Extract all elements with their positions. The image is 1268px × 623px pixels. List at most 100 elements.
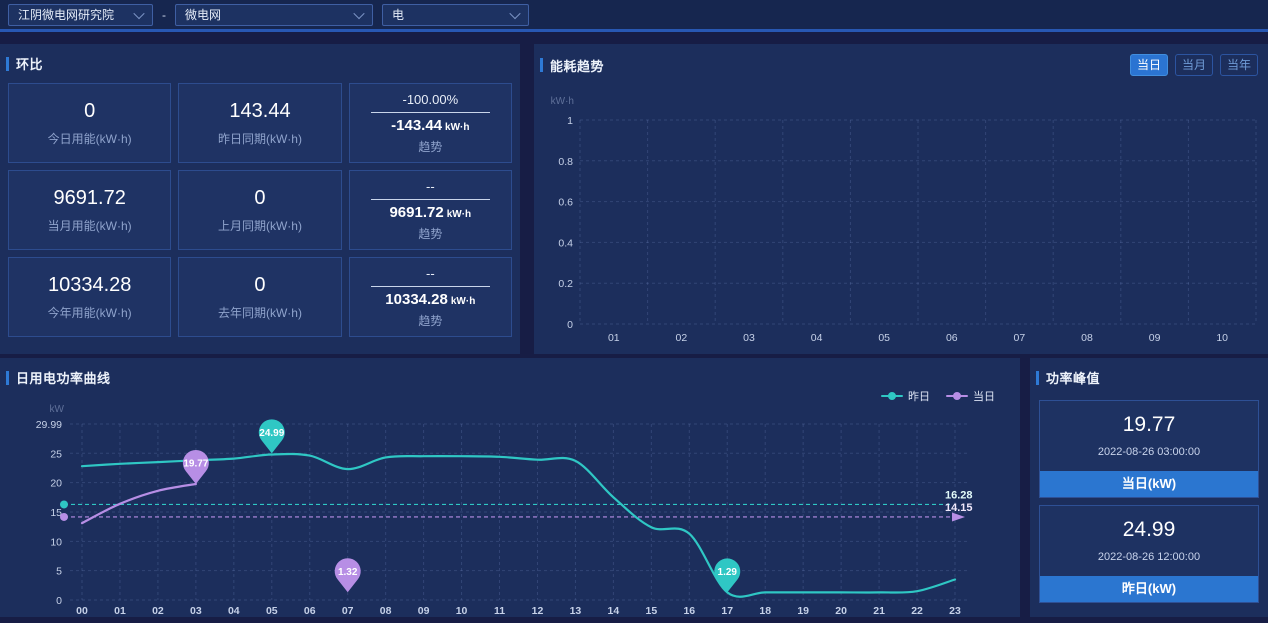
svg-text:12: 12 [532, 605, 544, 617]
trend-percent: -100.00% [402, 91, 459, 107]
svg-text:19.77: 19.77 [183, 458, 208, 469]
divider [370, 111, 490, 113]
peak-timestamp: 2022-08-26 12:00:00 [1097, 551, 1201, 563]
svg-text:5: 5 [56, 566, 62, 578]
stat-label: 去年同期(kW·h) [217, 305, 302, 320]
panel-title-row: 能耗趋势 当日 当月 当年 [534, 44, 1268, 82]
trend-label: 趋势 [418, 313, 443, 328]
peak-value: 24.99 [1122, 518, 1176, 541]
svg-text:16: 16 [683, 605, 695, 617]
peak-card-footer: 当日(kW) [1040, 471, 1258, 497]
svg-text:1.32: 1.32 [338, 567, 358, 578]
svg-text:0.8: 0.8 [558, 156, 573, 168]
svg-text:01: 01 [114, 605, 126, 617]
svg-text:03: 03 [190, 605, 202, 617]
panel-title: 功率峰值 [1046, 371, 1101, 386]
trend-value: -143.44 [391, 116, 443, 134]
legend-line-icon [946, 392, 968, 400]
svg-text:11: 11 [494, 605, 505, 617]
svg-text:09: 09 [418, 605, 430, 617]
peak-card-body: 24.99 2022-08-26 12:00:00 [1040, 506, 1258, 576]
svg-text:kW: kW [50, 404, 65, 415]
svg-text:06: 06 [946, 332, 958, 344]
stat-value: 9691.72 [53, 186, 126, 209]
svg-text:05: 05 [266, 605, 278, 617]
stat-card-last-year-energy: 0 去年同期(kW·h) [178, 257, 342, 337]
svg-text:13: 13 [570, 605, 582, 617]
title-marker [1036, 370, 1039, 385]
svg-text:29.99: 29.99 [36, 419, 62, 431]
energy-type-select[interactable]: 电 [382, 3, 529, 26]
stat-label: 今日用能(kW·h) [47, 131, 132, 146]
trend-unit: kW·h [446, 208, 472, 220]
site-select-value: 江阴微电网研究院 [18, 8, 115, 22]
tab-current-month[interactable]: 当月 [1175, 54, 1213, 76]
top-filter-bar: 江阴微电网研究院 - 微电网 电 [0, 0, 1268, 32]
svg-text:0.2: 0.2 [558, 278, 573, 290]
svg-text:02: 02 [152, 605, 164, 617]
svg-text:01: 01 [608, 332, 620, 344]
energy-type-select-value: 电 [392, 8, 405, 22]
svg-text:10: 10 [456, 605, 468, 617]
svg-text:0.4: 0.4 [558, 237, 573, 249]
grid-select[interactable]: 微电网 [175, 3, 373, 26]
svg-text:04: 04 [228, 605, 240, 617]
svg-text:15: 15 [50, 507, 62, 519]
stat-card-grid: 0 今日用能(kW·h) 143.44 昨日同期(kW·h) -100.00% … [0, 79, 520, 337]
legend-label: 昨日 [908, 391, 930, 403]
power-peak-panel: 功率峰值 19.77 2022-08-26 03:00:00 当日(kW) 24… [1030, 358, 1268, 617]
site-select[interactable]: 江阴微电网研究院 [8, 3, 153, 26]
energy-trend-chart: 0 0.2 0.4 0.6 0.8 1 01 02 03 04 05 06 07 08 09 10 kW·h [551, 96, 1257, 344]
svg-text:18: 18 [759, 605, 771, 617]
svg-text:16.28: 16.28 [945, 489, 973, 501]
peak-value: 19.77 [1122, 413, 1176, 436]
svg-text:15: 15 [646, 605, 658, 617]
stat-value: 143.44 [229, 99, 291, 122]
stat-value: 0 [84, 99, 96, 122]
svg-text:22: 22 [911, 605, 923, 617]
svg-text:0.6: 0.6 [558, 197, 573, 209]
trend-unit: kW·h [445, 121, 470, 133]
period-button-group: 当日 当月 当年 [1130, 54, 1258, 76]
panel-title: 环比 [16, 57, 44, 72]
svg-text:10: 10 [50, 536, 62, 548]
grid-select-value: 微电网 [185, 8, 222, 22]
chart-legend: 昨日 当日 [881, 388, 995, 404]
svg-text:1: 1 [567, 115, 573, 127]
divider [370, 285, 490, 287]
svg-text:20: 20 [50, 478, 62, 490]
trend-card-month: -- 9691.72 kW·h 趋势 [348, 170, 512, 250]
panel-title-row: 环比 [0, 44, 520, 79]
legend-item-yesterday[interactable]: 昨日 [881, 388, 930, 404]
svg-text:0: 0 [56, 595, 62, 607]
stat-value: 10334.28 [47, 273, 132, 296]
svg-text:07: 07 [342, 605, 354, 617]
title-marker [540, 58, 543, 72]
svg-text:08: 08 [1081, 332, 1093, 344]
panel-title: 能耗趋势 [550, 58, 605, 74]
svg-text:kW·h: kW·h [551, 96, 574, 107]
svg-text:21: 21 [873, 605, 885, 617]
svg-text:10: 10 [1216, 332, 1228, 344]
tab-current-year[interactable]: 当年 [1220, 54, 1258, 76]
trend-unit: kW·h [450, 295, 476, 307]
chevron-down-icon [509, 7, 521, 19]
trend-label: 趋势 [418, 139, 443, 154]
svg-text:0: 0 [567, 319, 573, 331]
stat-value: 0 [254, 186, 266, 209]
tab-current-day[interactable]: 当日 [1130, 54, 1168, 76]
legend-dot-icon [888, 392, 896, 400]
trend-percent: -- [425, 265, 435, 281]
legend-item-today[interactable]: 当日 [946, 388, 995, 404]
svg-text:1.29: 1.29 [718, 567, 738, 578]
trend-value-row: 10334.28 kW·h [385, 291, 475, 309]
divider [370, 198, 490, 200]
svg-text:02: 02 [676, 332, 688, 344]
select-separator: - [162, 7, 166, 22]
energy-trend-panel: 能耗趋势 当日 当月 当年 0 0.2 0.4 0.6 0.8 1 01 02 03 04 05 06… [534, 44, 1268, 354]
stat-label: 今年用能(kW·h) [47, 305, 132, 320]
svg-text:14: 14 [608, 605, 620, 617]
panel-title-row: 日用电功率曲线 [0, 358, 1020, 393]
daily-power-curve-panel: 日用电功率曲线 0 5 10 15 20 25 29.99 00 01 02 03 04 05 06 07 0… [0, 358, 1020, 617]
trend-value-row: -143.44 kW·h [391, 117, 469, 135]
